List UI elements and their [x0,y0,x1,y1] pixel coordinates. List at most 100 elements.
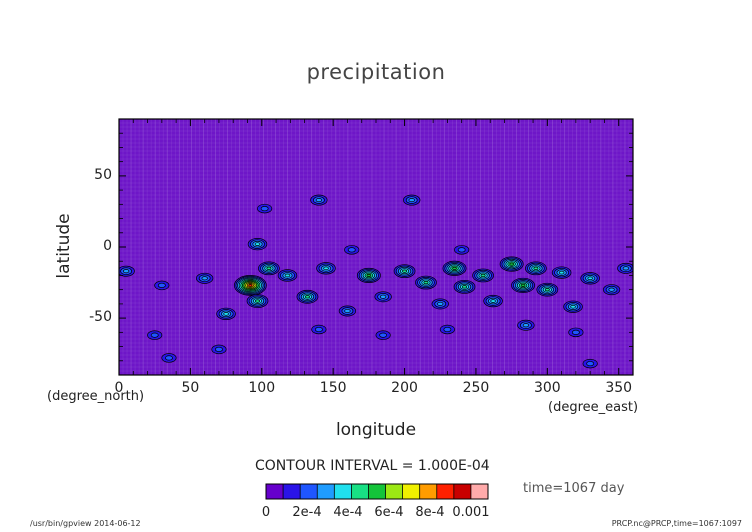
contour-feature [517,319,535,331]
contour-feature [311,324,327,335]
plot-background [119,119,633,375]
x-tick-label: 300 [533,380,561,396]
contour-feature [154,280,170,291]
axis-ticks [118,119,633,375]
x-tick-label: 350 [605,380,633,396]
contour-level [123,269,130,274]
contour-level [314,326,323,333]
contour-feature [257,203,273,214]
contour-level [214,346,223,352]
contour-feature [147,330,163,340]
contour-level [423,280,429,285]
colorbar-tick-label: 2e-4 [292,505,322,520]
contour-level [380,294,387,299]
contour-level [315,198,323,203]
contour-level [284,273,291,278]
contour-feature [582,358,598,369]
chart-title: precipitation [306,60,446,84]
contour-level [587,276,593,281]
contour-feature [483,294,503,308]
time-label: time=1067 day [523,481,625,496]
contour-level [544,288,550,292]
footer-right: PRCP.nc@PRCP,time=1067:1097 [611,519,742,528]
contour-level [437,301,444,306]
colorbar-swatch [436,484,455,499]
contour-feature [119,265,135,277]
x-tick-label: 0 [114,380,124,396]
contour-level [266,266,272,270]
contour-feature [415,275,437,290]
contour-feature [453,279,476,294]
contour-feature [375,330,391,340]
contour-features [119,194,633,369]
contour-feature [431,298,449,310]
colorbar-swatch [470,484,489,499]
contour-level [344,308,351,314]
contour-feature [617,262,633,274]
contour-level [347,247,356,253]
contour-feature [563,300,583,313]
colorbar-tick-label: 4e-4 [333,505,363,520]
contour-feature [247,238,268,251]
y-tick-label: 0 [103,238,112,254]
contour-feature [580,272,600,285]
contour-feature [454,245,470,255]
contour-feature [499,256,524,272]
contour-feature [211,344,227,355]
contour-feature [602,284,621,296]
x-tick-label: 200 [391,380,418,396]
contour-feature [536,282,559,297]
contour-level [248,284,253,287]
contour-feature [568,327,584,338]
contour-feature [442,260,467,276]
contour-feature [196,272,214,284]
x-tick-label: 250 [462,380,490,396]
colorbar-swatch [334,484,352,499]
colorbar-tick-label: 0 [261,505,271,520]
contour-level [254,242,261,246]
contour-feature [356,267,381,283]
colorbar-frame [265,483,489,500]
contour-feature [338,305,357,317]
contour-feature [511,277,536,293]
contour-level [522,323,530,328]
x-tick-label: 50 [181,380,200,396]
contour-interval-label: CONTOUR INTERVAL = 1.000E-04 [255,458,490,474]
contour-level [586,361,595,367]
contour-level [402,269,408,273]
y-tick-label: 50 [94,166,112,183]
contour-feature [258,261,280,276]
colorbar-tick-label: 0.001 [452,505,490,520]
contour-feature [246,294,269,308]
contour-feature [296,289,319,304]
colorbar-swatch [368,484,386,499]
colorbar-swatch [317,484,335,499]
x-axis-label: longitude [335,420,417,440]
contour-feature [277,269,298,282]
contour-level [509,262,514,266]
contour-feature [316,262,336,275]
colorbar-swatch [402,484,420,499]
colorbar-swatch [419,484,438,499]
contour-level [255,299,260,303]
contour-level [452,266,457,270]
colorbar-tick-label: 6e-4 [374,505,404,520]
contour-feature [525,261,547,276]
contour-level [323,266,329,271]
contour-level [443,326,452,333]
contour-level [408,198,415,203]
contour-level [520,283,526,287]
contour-feature [374,291,392,303]
contour-feature [403,194,421,206]
contour-feature [551,266,572,279]
contour-level [480,273,486,278]
contour-level [305,295,310,299]
contour-level [608,287,615,292]
contour-level [379,332,388,338]
contour-level [201,276,208,281]
contour-level [570,304,576,309]
x-tick-label: 150 [319,380,347,396]
colorbar [265,483,489,500]
contour-level [457,247,466,253]
